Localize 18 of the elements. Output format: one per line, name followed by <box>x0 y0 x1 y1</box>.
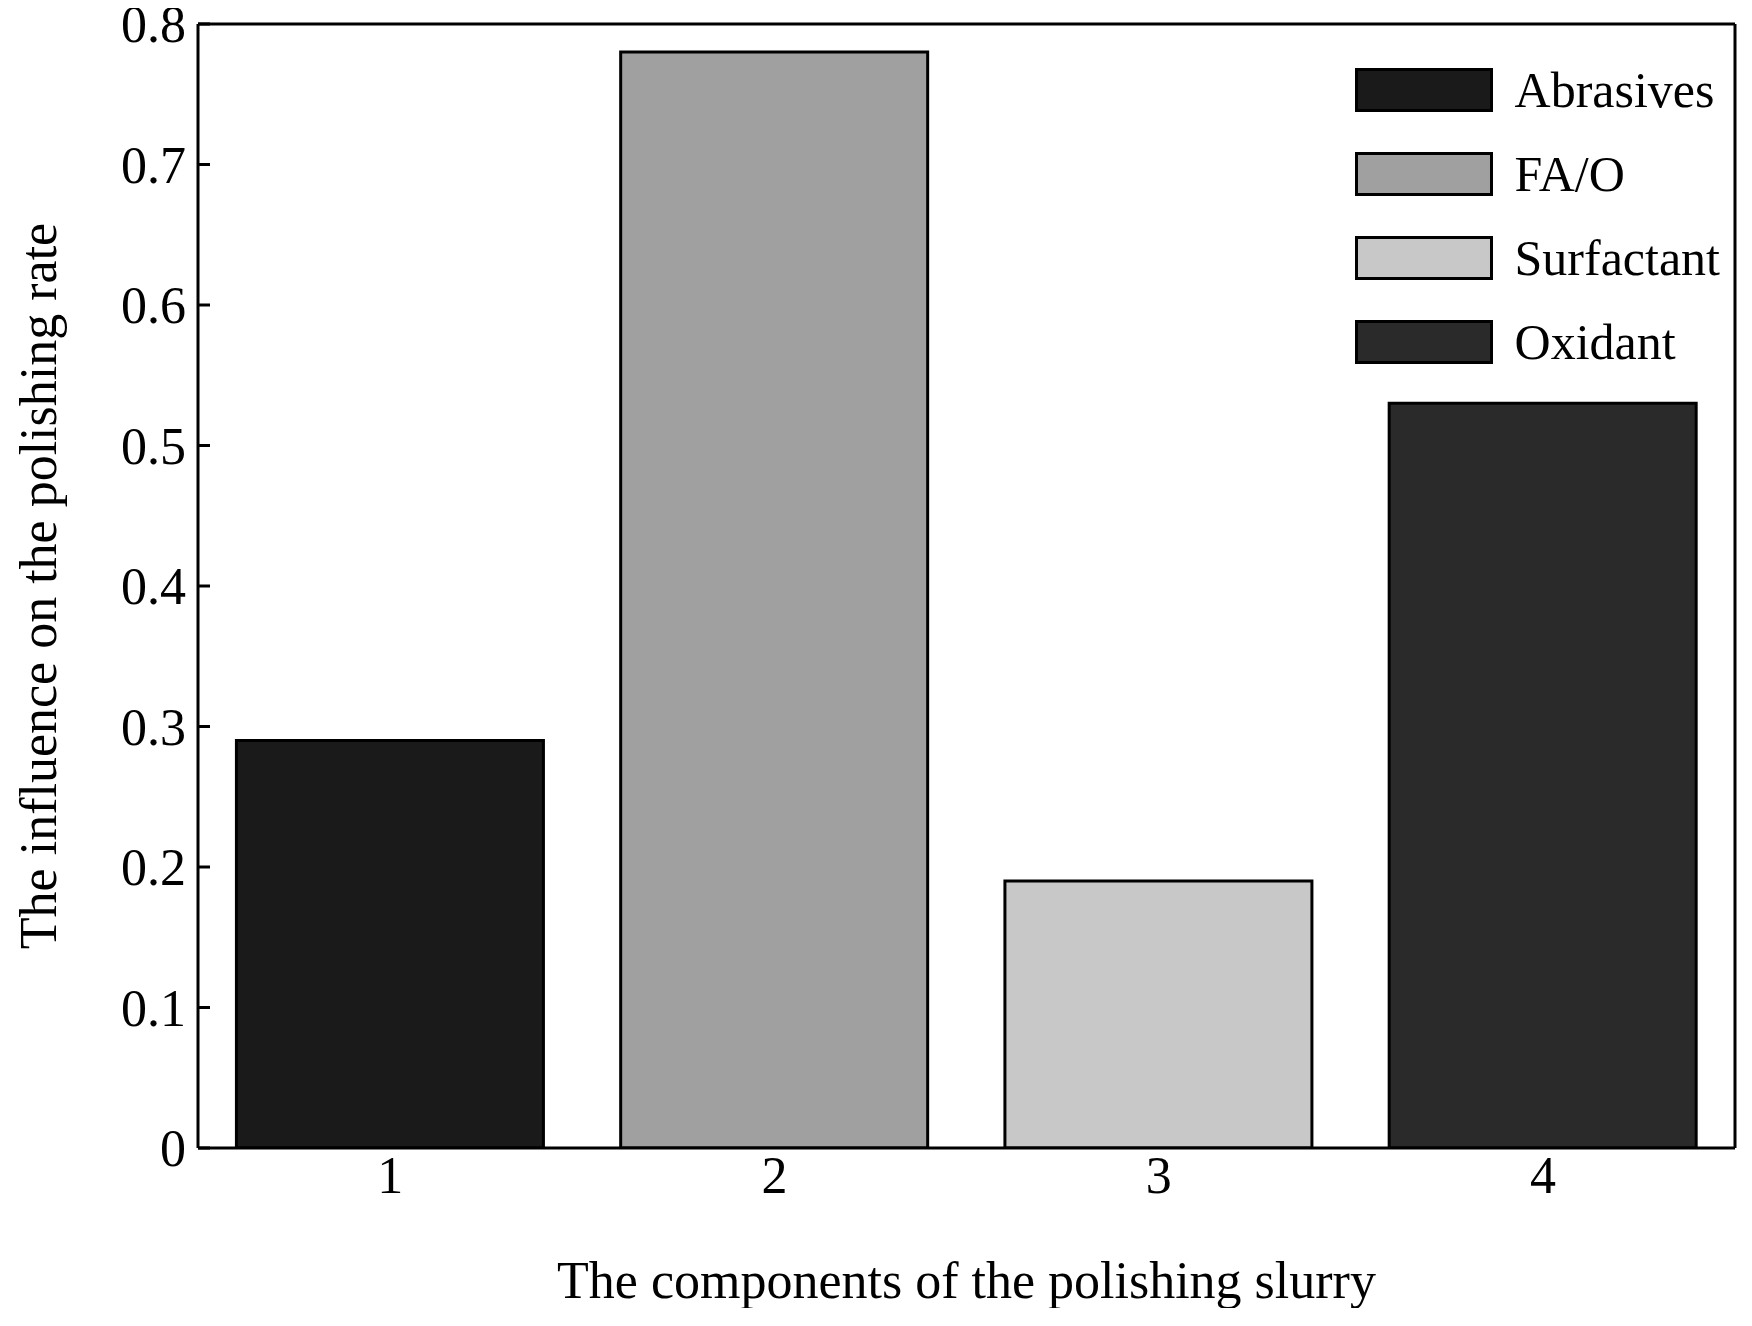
y-tick-label: 0 <box>160 1120 186 1178</box>
y-tick-label: 0.1 <box>121 979 186 1037</box>
y-axis-title: The influence on the polishing rate <box>10 222 68 950</box>
x-tick-label: 1 <box>377 1146 404 1204</box>
y-tick-label: 0.4 <box>121 558 186 616</box>
x-tick-label: 2 <box>761 1146 788 1204</box>
y-tick-label: 0.2 <box>121 839 186 897</box>
legend-label: FA/O <box>1514 145 1625 204</box>
legend-label: Abrasives <box>1514 61 1715 120</box>
y-tick-label: 0.7 <box>121 136 186 194</box>
y-tick-label: 0.6 <box>121 277 186 335</box>
y-tick-label: 0.5 <box>121 417 186 475</box>
x-tick-label: 4 <box>1529 1146 1556 1204</box>
x-tick-label: 3 <box>1145 1146 1172 1204</box>
y-tick-label: 0.8 <box>121 0 186 54</box>
legend-label: Oxidant <box>1514 313 1676 372</box>
y-tick-label: 0.3 <box>121 698 186 756</box>
legend-label: Surfactant <box>1514 229 1720 288</box>
